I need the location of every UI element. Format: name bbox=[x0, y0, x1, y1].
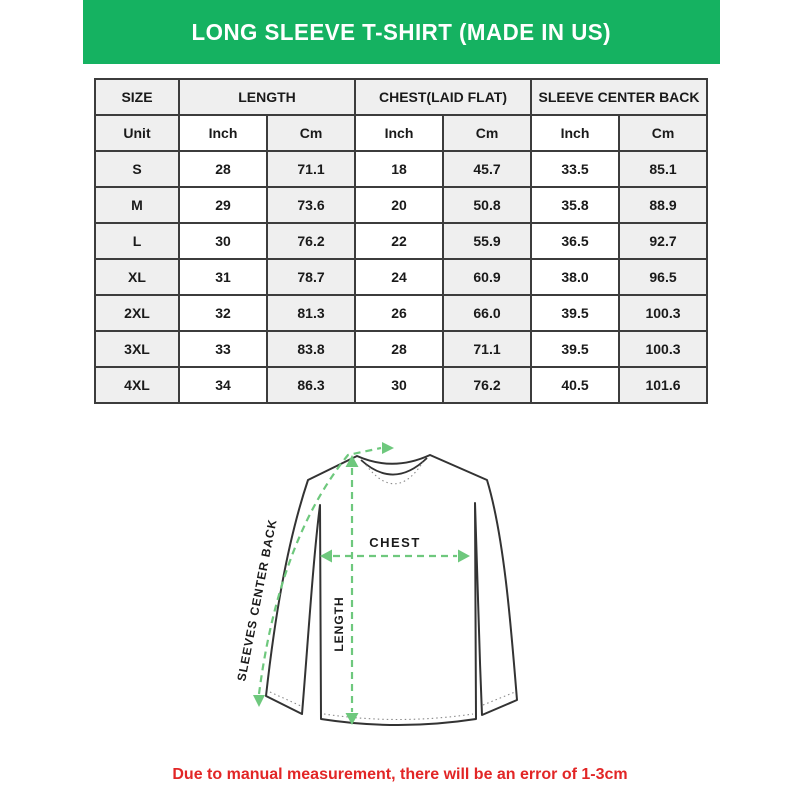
table-row-l: L 30 76.2 22 55.9 36.5 92.7 bbox=[94, 222, 708, 260]
table-cell: 29 bbox=[178, 186, 268, 224]
title-banner: LONG SLEEVE T-SHIRT (MADE IN US) bbox=[83, 0, 720, 64]
table-cell: 60.9 bbox=[442, 258, 532, 296]
table-cell: 40.5 bbox=[530, 366, 620, 404]
chest-label: CHEST bbox=[369, 535, 421, 550]
col-group-size: SIZE bbox=[94, 78, 180, 116]
table-cell: 96.5 bbox=[618, 258, 708, 296]
length-label: LENGTH bbox=[332, 596, 346, 651]
table-cell: 50.8 bbox=[442, 186, 532, 224]
table-group-header-row: SIZE LENGTH CHEST(LAID FLAT) SLEEVE CENT… bbox=[94, 78, 708, 116]
table-cell: 101.6 bbox=[618, 366, 708, 404]
size-cell: S bbox=[94, 150, 180, 188]
size-cell: XL bbox=[94, 258, 180, 296]
unit-cell: Inch bbox=[178, 114, 268, 152]
table-cell: 26 bbox=[354, 294, 444, 332]
table-cell: 39.5 bbox=[530, 330, 620, 368]
table-cell: 38.0 bbox=[530, 258, 620, 296]
table-cell: 76.2 bbox=[442, 366, 532, 404]
table-cell: 45.7 bbox=[442, 150, 532, 188]
table-unit-row: Unit Inch Cm Inch Cm Inch Cm bbox=[94, 114, 708, 152]
table-row-2xl: 2XL 32 81.3 26 66.0 39.5 100.3 bbox=[94, 294, 708, 332]
table-cell: 78.7 bbox=[266, 258, 356, 296]
col-group-sleeve: SLEEVE CENTER BACK bbox=[530, 78, 708, 116]
size-cell: 2XL bbox=[94, 294, 180, 332]
table-cell: 30 bbox=[354, 366, 444, 404]
collar-dotted-seam bbox=[365, 461, 424, 485]
size-cell: L bbox=[94, 222, 180, 260]
table-cell: 32 bbox=[178, 294, 268, 332]
table-cell: 88.9 bbox=[618, 186, 708, 224]
table-cell: 71.1 bbox=[442, 330, 532, 368]
size-cell: M bbox=[94, 186, 180, 224]
table-cell: 85.1 bbox=[618, 150, 708, 188]
table-cell: 73.6 bbox=[266, 186, 356, 224]
table-row-4xl: 4XL 34 86.3 30 76.2 40.5 101.6 bbox=[94, 366, 708, 404]
unit-header-cell: Unit bbox=[94, 114, 180, 152]
right-cuff-stitch-line bbox=[482, 691, 516, 706]
table-cell: 28 bbox=[178, 150, 268, 188]
table-cell: 55.9 bbox=[442, 222, 532, 260]
table-cell: 24 bbox=[354, 258, 444, 296]
unit-cell: Cm bbox=[266, 114, 356, 152]
shirt-measurement-diagram: SLEEVES CENTER BACK LENGTH CHEST bbox=[234, 442, 518, 726]
chest-arrow bbox=[320, 549, 470, 563]
table-cell: 83.8 bbox=[266, 330, 356, 368]
unit-cell: Cm bbox=[442, 114, 532, 152]
table-cell: 100.3 bbox=[618, 294, 708, 332]
table-cell: 39.5 bbox=[530, 294, 620, 332]
table-cell: 28 bbox=[354, 330, 444, 368]
left-cuff-stitch-line bbox=[269, 691, 302, 707]
table-row-s: S 28 71.1 18 45.7 33.5 85.1 bbox=[94, 150, 708, 188]
table-cell: 81.3 bbox=[266, 294, 356, 332]
unit-cell: Inch bbox=[530, 114, 620, 152]
table-cell: 71.1 bbox=[266, 150, 356, 188]
table-row-xl: XL 31 78.7 24 60.9 38.0 96.5 bbox=[94, 258, 708, 296]
size-cell: 4XL bbox=[94, 366, 180, 404]
table-cell: 33.5 bbox=[530, 150, 620, 188]
col-group-chest: CHEST(LAID FLAT) bbox=[354, 78, 532, 116]
table-cell: 34 bbox=[178, 366, 268, 404]
shirt-outline bbox=[265, 454, 518, 726]
table-row-3xl: 3XL 33 83.8 28 71.1 39.5 100.3 bbox=[94, 330, 708, 368]
size-cell: 3XL bbox=[94, 330, 180, 368]
table-cell: 20 bbox=[354, 186, 444, 224]
table-cell: 18 bbox=[354, 150, 444, 188]
table-row-m: M 29 73.6 20 50.8 35.8 88.9 bbox=[94, 186, 708, 224]
table-cell: 66.0 bbox=[442, 294, 532, 332]
table-cell: 76.2 bbox=[266, 222, 356, 260]
table-cell: 22 bbox=[354, 222, 444, 260]
measurement-note: Due to manual measurement, there will be… bbox=[172, 766, 628, 783]
table-cell: 30 bbox=[178, 222, 268, 260]
table-cell: 86.3 bbox=[266, 366, 356, 404]
page-title: LONG SLEEVE T-SHIRT (MADE IN US) bbox=[191, 18, 612, 45]
table-cell: 33 bbox=[178, 330, 268, 368]
col-group-length: LENGTH bbox=[178, 78, 356, 116]
unit-cell: Inch bbox=[354, 114, 444, 152]
table-cell: 31 bbox=[178, 258, 268, 296]
length-arrow bbox=[345, 455, 359, 725]
unit-cell: Cm bbox=[618, 114, 708, 152]
collar-inner-seam bbox=[360, 457, 428, 476]
size-table: SIZE LENGTH CHEST(LAID FLAT) SLEEVE CENT… bbox=[94, 78, 708, 404]
table-cell: 36.5 bbox=[530, 222, 620, 260]
table-cell: 35.8 bbox=[530, 186, 620, 224]
table-cell: 100.3 bbox=[618, 330, 708, 368]
sleeve-center-back-arrow bbox=[253, 442, 394, 707]
table-cell: 92.7 bbox=[618, 222, 708, 260]
